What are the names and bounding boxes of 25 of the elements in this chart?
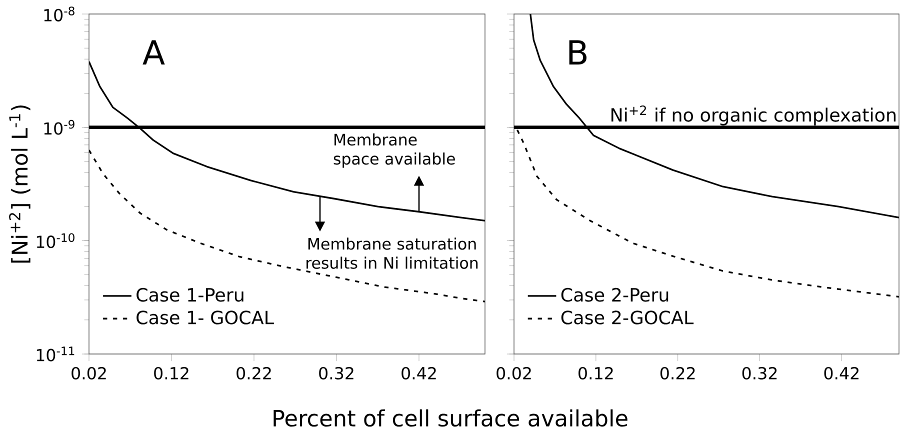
y-tick-label: 10$^{-8}$: [44, 6, 74, 22]
x-tick-label: 0.12: [154, 366, 188, 380]
ref-line-label: Ni$^{+2}$ if no organic complexation: [611, 105, 896, 126]
legend-label: Case 2-GOCAL: [561, 310, 694, 324]
x-axis-title: Percent of cell surface available: [274, 409, 628, 427]
y-tick-label: 10$^{-10}$: [36, 233, 74, 248]
x-tick-label: 0.42: [402, 366, 436, 380]
y-tick-label: 10$^{-11}$: [36, 346, 74, 362]
annotation: Membrane space available: [334, 133, 455, 168]
x-tick-label: 0.32: [319, 366, 354, 380]
annotation: B: [569, 40, 586, 64]
x-tick-label: 0.12: [578, 366, 613, 380]
y-axis-title: [Ni$^{+2}$] (mol L$^{-1}$): [9, 105, 30, 263]
x-tick-label: 0.22: [236, 366, 271, 380]
annotation: Membrane saturation results in Ni limitation: [306, 238, 478, 269]
x-tick-label: 0.42: [824, 366, 858, 380]
legend-label: Case 1-Peru: [136, 288, 244, 302]
x-tick-label: 0.32: [742, 366, 777, 380]
legend-label: Case 2-Peru: [561, 288, 668, 302]
x-tick-label: 0.22: [660, 366, 695, 380]
x-tick-label: 0.02: [496, 366, 531, 380]
annotation: A: [142, 40, 165, 64]
y-tick-label: 10$^{-9}$: [44, 120, 74, 135]
legend-label: Case 1- GOCAL: [136, 310, 274, 324]
x-tick-label: 0.02: [72, 366, 106, 380]
